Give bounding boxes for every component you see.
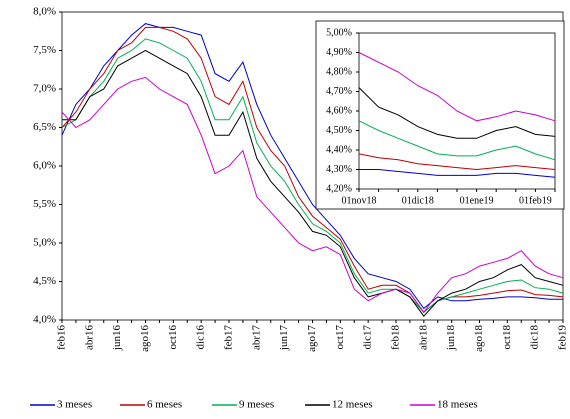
x-tick-label: abr16 (83, 325, 95, 351)
series-line (358, 52, 556, 122)
y-tick-label: 7,5% (33, 44, 56, 56)
x-tick-label: jun18 (445, 325, 457, 352)
y-tick-label: 6,5% (33, 121, 56, 133)
y-tick-label: 4,0% (33, 314, 56, 326)
legend-label: 18 meses (437, 399, 478, 411)
series-line (61, 23, 563, 310)
x-tick-label: oct17 (334, 325, 346, 350)
y-tick-label: 5,00% (326, 27, 352, 38)
x-tick-label: ago18 (473, 325, 485, 352)
legend-label: 12 meses (332, 399, 373, 411)
x-tick-label: 01feb19 (519, 195, 552, 206)
y-tick-label: 4,40% (326, 144, 352, 155)
y-tick-label: 5,5% (33, 198, 56, 210)
x-tick-label: feb18 (390, 325, 402, 351)
y-tick-label: 4,80% (326, 66, 352, 77)
x-tick-label: 01dic18 (402, 195, 434, 206)
x-tick-label: 01ene19 (460, 195, 494, 206)
inset-chart: 4,20% 4,30% 4,40% 4,50% 4,60% 4,70% 4,80% 4,90%… (315, 20, 565, 210)
x-tick-label: feb16 (56, 325, 68, 351)
y-tick-label: 8,0% (33, 6, 56, 18)
y-tick-label: 4,60% (326, 105, 352, 116)
legend-label: 9 meses (239, 399, 274, 411)
series-line (61, 38, 564, 313)
series-line (358, 153, 556, 171)
x-tick-label: ago17 (306, 325, 318, 352)
x-tick-label: oct16 (167, 325, 179, 350)
legend-label: 3 meses (57, 399, 92, 411)
x-tick-label: abr17 (250, 325, 262, 351)
x-tick-label: dic17 (362, 325, 374, 350)
y-tick-label: 4,50% (326, 125, 352, 136)
series-line (358, 87, 556, 139)
y-tick-label: 4,20% (326, 183, 352, 194)
legend-label: 6 meses (147, 399, 182, 411)
y-tick-label: 4,70% (326, 86, 352, 97)
series-line (61, 26, 564, 314)
y-tick-label: 4,30% (326, 164, 352, 175)
x-tick-label: feb19 (557, 325, 569, 351)
x-tick-label: ago16 (139, 325, 151, 352)
x-tick-label: 01nov18 (342, 195, 377, 206)
series-line (61, 76, 564, 314)
y-tick-label: 7,0% (33, 83, 56, 95)
series-line (62, 49, 564, 317)
y-tick-label: 5,0% (33, 237, 56, 249)
x-tick-label: feb17 (223, 325, 235, 351)
main-chart: 4,0% 4,5% 5,0% 5,5% 6,0% 6,5% 7,0% 7,5% 8,0% feb1… (30, 6, 569, 411)
series-line (358, 120, 556, 161)
y-tick-label: 6,0% (33, 160, 56, 172)
x-tick-label: dic16 (195, 325, 207, 350)
inset-frame (315, 20, 565, 210)
x-tick-label: oct18 (501, 325, 513, 350)
x-tick-label: dic18 (529, 325, 541, 350)
x-tick-label: jun17 (278, 325, 290, 352)
y-tick-label: 4,90% (326, 47, 352, 58)
y-tick-label: 4,5% (33, 275, 56, 287)
series-line (359, 169, 556, 178)
x-tick-label: abr18 (417, 325, 429, 351)
x-tick-label: jun16 (111, 325, 123, 352)
